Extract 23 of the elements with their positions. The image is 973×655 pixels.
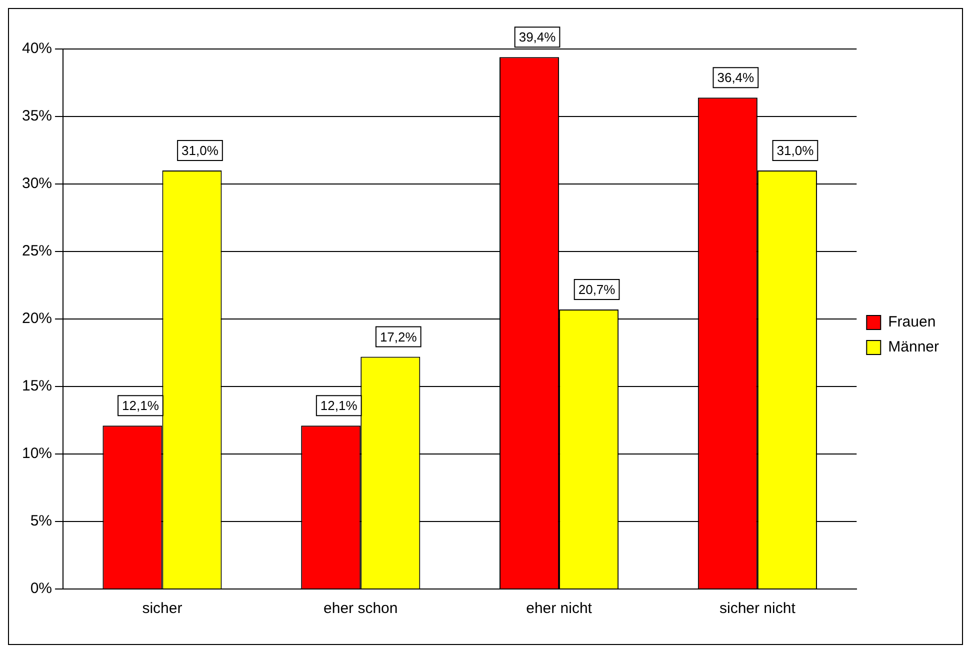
data-label: 17,2% xyxy=(380,329,418,344)
x-tick-label: eher schon xyxy=(324,600,398,618)
data-label: 36,4% xyxy=(717,70,755,86)
data-label: 31,0% xyxy=(776,143,814,158)
y-tick-label: 40% xyxy=(22,40,52,58)
data-label: 12,1% xyxy=(122,398,160,414)
data-label: 31,0% xyxy=(182,143,219,158)
legend-label: Frauen xyxy=(888,314,936,331)
x-tick-label: eher nicht xyxy=(526,600,593,618)
y-tick-label: 30% xyxy=(22,175,52,192)
x-tick-label: sicher xyxy=(142,600,182,618)
data-label: 12,1% xyxy=(320,398,358,414)
legend-label: Männer xyxy=(888,338,940,356)
y-tick-label: 25% xyxy=(22,242,52,260)
y-tick-label: 0% xyxy=(30,580,52,598)
x-tick-label: sicher nicht xyxy=(720,600,796,618)
y-tick-label: 5% xyxy=(30,512,52,530)
data-label: 39,4% xyxy=(518,30,556,45)
y-tick-label: 20% xyxy=(22,310,52,328)
y-tick-label: 10% xyxy=(22,445,52,462)
y-tick-label: 35% xyxy=(22,108,52,125)
y-tick-label: 15% xyxy=(22,378,52,395)
data-label: 20,7% xyxy=(578,282,616,298)
